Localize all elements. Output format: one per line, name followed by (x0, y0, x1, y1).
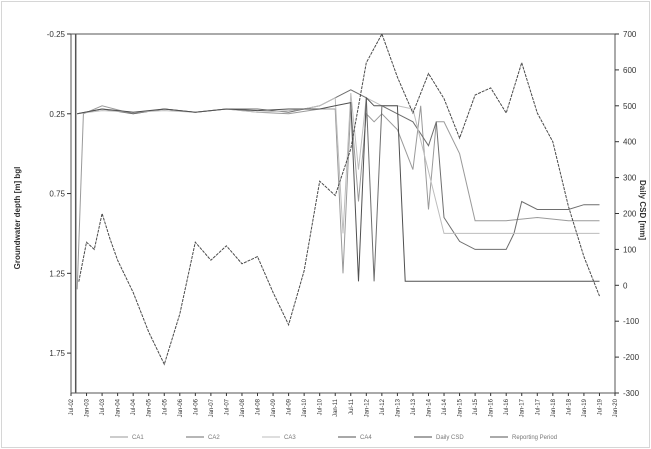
x-tick-label: Jul-11 (349, 398, 355, 415)
left-tick-label: -0.25 (47, 30, 66, 39)
x-tick-label: Jul-19 (597, 398, 603, 415)
x-tick-label: Jan-06 (178, 398, 184, 417)
left-tick-label: 1.75 (49, 349, 65, 358)
x-tick-label: Jul-18 (566, 398, 572, 415)
x-tick-label: Jul-13 (411, 398, 417, 415)
legend-label: Reporting Period (512, 435, 557, 441)
x-tick-label: Jul-12 (380, 398, 386, 415)
x-tick-label: Jul-04 (131, 398, 137, 415)
right-tick-label: -100 (623, 317, 640, 326)
right-tick-label: 100 (623, 245, 637, 254)
x-tick-label: Jul-06 (193, 398, 199, 415)
x-tick-label: Jul-14 (442, 398, 448, 415)
legend: CA1 CA2 CA3 CA4 Daily CSD Reporting Period (110, 435, 557, 441)
right-tick-label: 300 (623, 174, 637, 183)
x-tick-label: Jul-15 (473, 398, 479, 415)
x-tick-label: Jan-13 (395, 398, 401, 417)
x-tick-label: Jul-02 (69, 398, 75, 415)
x-tick-label: Jan-10 (302, 398, 308, 417)
x-tick-label: Jan-09 (271, 398, 277, 417)
x-tick-label: Jul-17 (535, 398, 541, 415)
series-layer (74, 32, 600, 393)
right-axis-title: Daily CSD [mm] (638, 180, 647, 240)
x-tick-label: Jan-16 (489, 398, 495, 417)
x-tick-label: Jul-08 (256, 398, 262, 415)
x-tick-label: Jan-04 (116, 398, 122, 417)
left-tick-label: 0.25 (49, 110, 65, 119)
right-tick-label: 700 (623, 30, 637, 39)
right-tick-label: -300 (623, 389, 640, 398)
x-tick-label: Jul-05 (162, 398, 168, 415)
x-tick-label: Jul-07 (224, 398, 230, 415)
x-tick-label: Jan-17 (520, 398, 526, 417)
series-line-ca1 (76, 105, 600, 290)
x-tick-label: Jan-19 (582, 398, 588, 417)
x-tick-label: Jan-15 (458, 398, 464, 417)
left-axis-title: Groundwater depth [m] bgl (13, 167, 22, 270)
left-tick-label: 1.25 (49, 269, 65, 278)
legend-label: CA4 (360, 435, 372, 441)
series-line-ca3 (77, 92, 600, 234)
x-tick-label: Jul-10 (318, 398, 324, 415)
x-tick-label: Jul-16 (504, 398, 510, 415)
x-tick-label: Jan-05 (147, 398, 153, 417)
right-tick-label: 400 (623, 138, 637, 147)
right-tick-label: 500 (623, 102, 637, 111)
right-tick-label: -200 (623, 353, 640, 362)
x-axis: Jul-02 Jan-03 Jul-03 Jan-04 Jul-04 Jan-05 Jul-… (69, 393, 619, 417)
plot-area (70, 33, 616, 394)
x-tick-label: Jul-09 (287, 398, 293, 415)
x-tick-label: Jan-14 (426, 398, 432, 417)
legend-label: CA3 (284, 435, 296, 441)
x-tick-label: Jan-12 (364, 398, 370, 417)
x-tick-label: Jan-08 (240, 398, 246, 417)
x-tick-label: Jan-03 (85, 398, 91, 417)
legend-label: CA1 (132, 435, 144, 441)
plot-border (70, 33, 616, 394)
right-tick-label: 200 (623, 210, 637, 219)
x-tick-label: Jan-18 (551, 398, 557, 417)
x-tick-label: Jan-11 (333, 398, 339, 417)
legend-label: Daily CSD (436, 435, 464, 441)
right-tick-label: 0 (623, 281, 628, 290)
series-line-ca4 (77, 96, 600, 282)
x-tick-label: Jan-20 (613, 398, 619, 417)
x-tick-label: Jul-03 (100, 398, 106, 415)
left-tick-label: 0.75 (49, 190, 65, 199)
series-line-daily-csd (78, 32, 600, 366)
x-tick-label: Jan-07 (209, 398, 215, 417)
legend-label: CA2 (208, 435, 220, 441)
left-y-axis: -0.25 0.25 0.75 1.25 1.75 (47, 30, 71, 358)
right-y-axis: 700 600 500 400 300 200 100 0 -100 -200 -300 (615, 30, 640, 398)
right-tick-label: 600 (623, 66, 637, 75)
